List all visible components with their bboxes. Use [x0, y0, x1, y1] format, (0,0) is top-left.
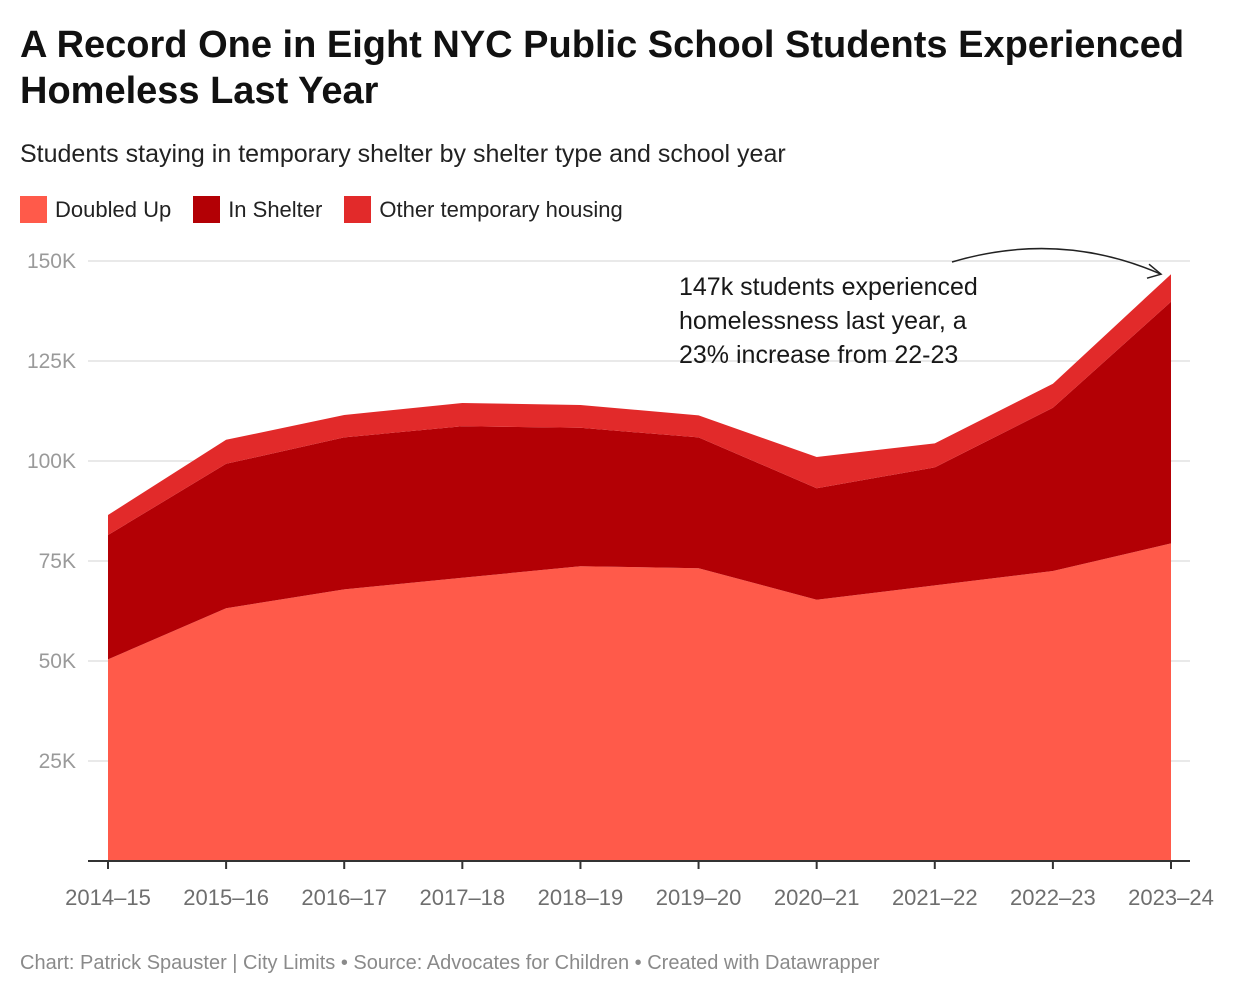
- x-tick-label: 2015–16: [183, 885, 269, 910]
- area-chart: 25K 50K 75K 100K 125K 150K 2014–15 2015–16 2016–…: [27, 247, 1214, 910]
- y-tick-label: 50K: [39, 650, 76, 673]
- area-doubled-up: [108, 543, 1171, 861]
- x-tick-label: 2018–19: [538, 885, 624, 910]
- legend-swatch-other: [344, 196, 372, 223]
- x-tick-label: 2023–24: [1128, 885, 1214, 910]
- y-tick-label: 125K: [27, 350, 76, 373]
- legend-label-other: Other temporary housing: [379, 196, 623, 222]
- legend-item-doubled-up: Doubled Up: [20, 196, 171, 223]
- area-other-temporary-housing: [108, 274, 1171, 535]
- annotation-text: 147k students experienced: [679, 273, 978, 301]
- legend-swatch-in-shelter: [193, 196, 221, 223]
- y-tick-label: 150K: [27, 250, 76, 273]
- y-tick-label: 75K: [39, 550, 76, 573]
- x-tick-label: 2020–21: [774, 885, 860, 910]
- x-tick-label: 2016–17: [301, 885, 387, 910]
- annotation-text: 23% increase from 22-23: [679, 341, 958, 369]
- legend-label-doubled-up: Doubled Up: [55, 196, 172, 222]
- area-in-shelter: [108, 301, 1171, 660]
- y-tick-label: 100K: [27, 450, 76, 473]
- x-tick-label: 2017–18: [420, 885, 506, 910]
- annotation-text: homelessness last year, a: [679, 307, 967, 335]
- annotation-arrowhead: [1146, 263, 1163, 279]
- x-tick-label: 2022–23: [1010, 885, 1096, 910]
- chart-subtitle: Students staying in temporary shelter by…: [20, 140, 786, 168]
- x-tick-label: 2014–15: [65, 885, 151, 910]
- chart-title: A Record One in Eight NYC Public School …: [20, 24, 1185, 112]
- chart-footer: Chart: Patrick Spauster | City Limits • …: [20, 952, 880, 974]
- legend: Doubled Up In Shelter Other temporary ho…: [20, 196, 623, 223]
- y-tick-label: 25K: [39, 750, 76, 773]
- x-tick-label: 2021–22: [892, 885, 978, 910]
- legend-item-other: Other temporary housing: [344, 196, 623, 223]
- legend-swatch-doubled-up: [20, 196, 47, 223]
- legend-label-in-shelter: In Shelter: [228, 196, 323, 222]
- x-tick-label: 2019–20: [656, 885, 742, 910]
- legend-item-in-shelter: In Shelter: [193, 196, 322, 223]
- annotation-arrow: [951, 247, 1162, 275]
